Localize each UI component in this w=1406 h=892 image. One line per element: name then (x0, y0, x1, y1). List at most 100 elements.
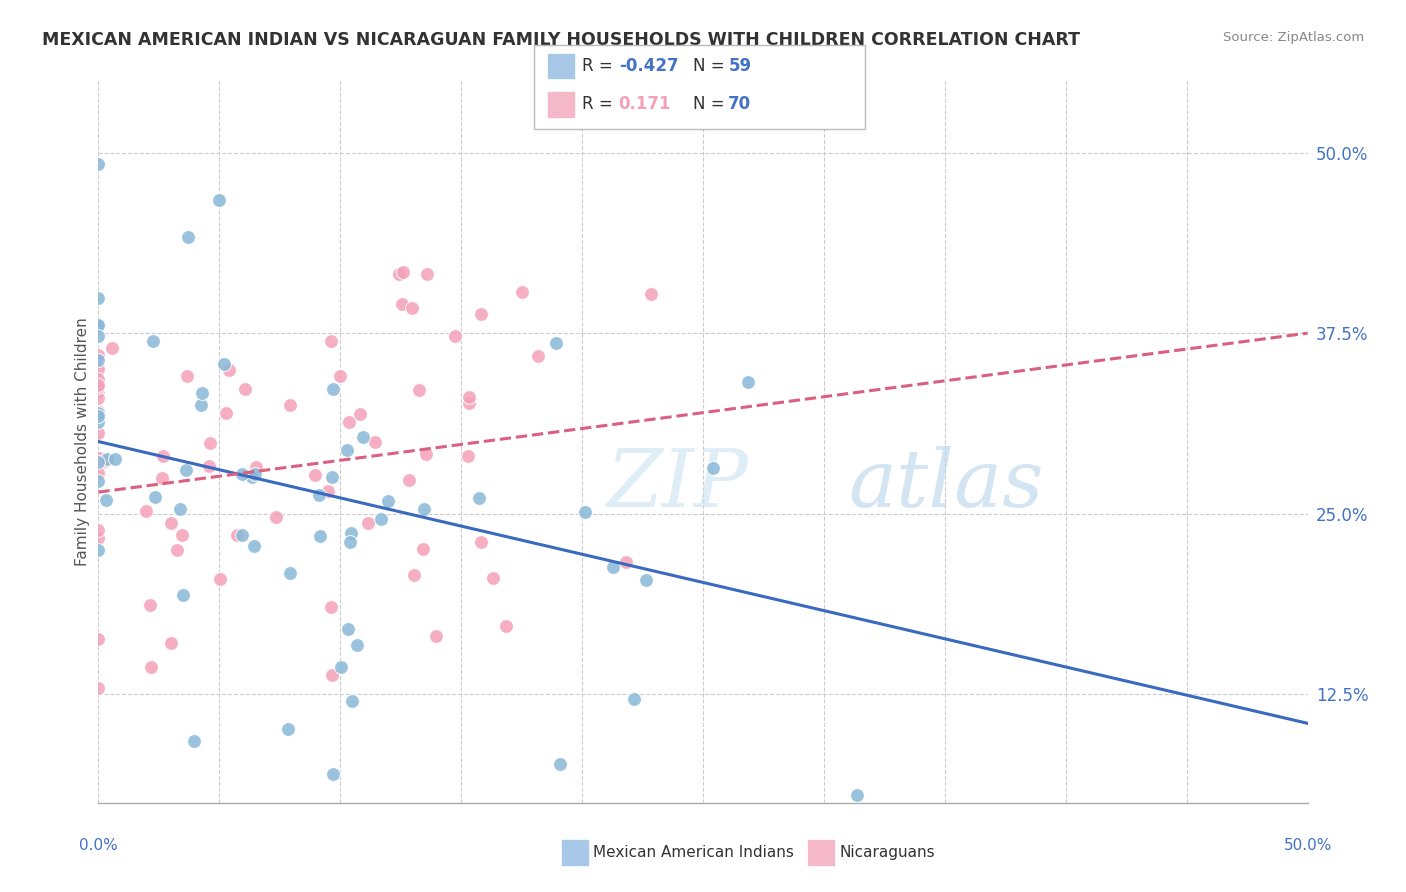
Point (87, 406, 110, 420)
Point (402, 568, 425, 582)
Point (264, 509, 287, 524)
Point (218, 363, 240, 377)
Text: R =: R = (582, 95, 619, 113)
Text: Source: ZipAtlas.com: Source: ZipAtlas.com (1223, 31, 1364, 45)
Point (329, 659, 352, 673)
Point (104, 452, 127, 467)
Point (87, 156, 110, 170)
Point (87, 531, 110, 545)
Point (87, 542, 110, 557)
Point (242, 539, 264, 553)
Point (208, 572, 231, 586)
Point (636, 573, 658, 587)
Point (357, 516, 380, 530)
Point (190, 398, 212, 412)
Point (321, 668, 343, 682)
Point (87, 318, 110, 333)
Point (336, 443, 359, 458)
Point (172, 588, 194, 602)
Text: R =: R = (582, 57, 619, 75)
Point (444, 329, 467, 343)
Point (482, 571, 505, 585)
Text: 0.171: 0.171 (619, 95, 671, 113)
Text: atlas: atlas (848, 446, 1043, 524)
Point (245, 467, 267, 481)
Point (87, 377, 110, 392)
Point (87, 455, 110, 469)
Point (321, 470, 343, 484)
Point (640, 287, 662, 301)
Point (87, 415, 110, 429)
Point (278, 398, 301, 412)
Point (702, 461, 724, 475)
Point (174, 463, 197, 477)
Point (623, 692, 645, 706)
Point (87, 391, 110, 405)
Point (574, 505, 596, 519)
Point (370, 512, 392, 526)
Point (398, 473, 420, 487)
Point (87, 681, 110, 695)
Point (322, 383, 344, 397)
Point (391, 297, 413, 311)
Point (93, 454, 115, 468)
Point (495, 619, 517, 633)
Point (87, 329, 110, 343)
Point (614, 555, 637, 569)
Text: MEXICAN AMERICAN INDIAN VS NICARAGUAN FAMILY HOUSEHOLDS WITH CHILDREN CORRELATIO: MEXICAN AMERICAN INDIAN VS NICARAGUAN FA… (42, 31, 1080, 49)
Point (413, 501, 436, 516)
Point (340, 694, 363, 708)
Point (233, 382, 256, 396)
Point (425, 629, 447, 643)
Point (87, 425, 110, 440)
Point (339, 535, 361, 549)
Point (87, 372, 110, 386)
Point (309, 528, 332, 542)
Text: 70: 70 (728, 95, 751, 113)
Point (321, 334, 343, 349)
Point (152, 449, 174, 463)
Point (737, 375, 759, 389)
Point (458, 396, 481, 410)
Point (377, 494, 399, 508)
Point (308, 488, 330, 502)
Point (143, 490, 166, 504)
Point (87, 352, 110, 367)
Point (89, 450, 111, 465)
Point (415, 447, 437, 461)
Point (277, 722, 299, 736)
Point (87, 466, 110, 480)
Text: ZIP: ZIP (606, 446, 748, 524)
Point (101, 341, 124, 355)
Point (457, 450, 479, 464)
Point (225, 527, 247, 541)
Point (96, 452, 118, 467)
Point (304, 467, 326, 482)
Point (242, 470, 264, 484)
Point (349, 407, 371, 421)
Point (87, 404, 110, 418)
Point (169, 502, 191, 516)
Point (412, 541, 434, 556)
Point (208, 193, 231, 207)
Point (87, 384, 110, 399)
Point (87, 318, 110, 333)
Point (337, 415, 360, 429)
Point (94, 493, 117, 508)
Y-axis label: Family Households with Children: Family Households with Children (75, 318, 90, 566)
Point (245, 460, 267, 475)
Text: 0.0%: 0.0% (79, 838, 118, 854)
Point (231, 467, 253, 481)
Text: 50.0%: 50.0% (1284, 838, 1331, 854)
Point (845, 788, 868, 802)
Point (337, 622, 360, 636)
Point (87, 291, 110, 305)
Point (87, 362, 110, 376)
Text: Nicaraguans: Nicaraguans (839, 846, 935, 860)
Point (401, 301, 423, 315)
Point (548, 756, 571, 771)
Point (280, 566, 302, 581)
Point (87, 409, 110, 424)
Point (200, 436, 222, 450)
Point (364, 435, 387, 450)
